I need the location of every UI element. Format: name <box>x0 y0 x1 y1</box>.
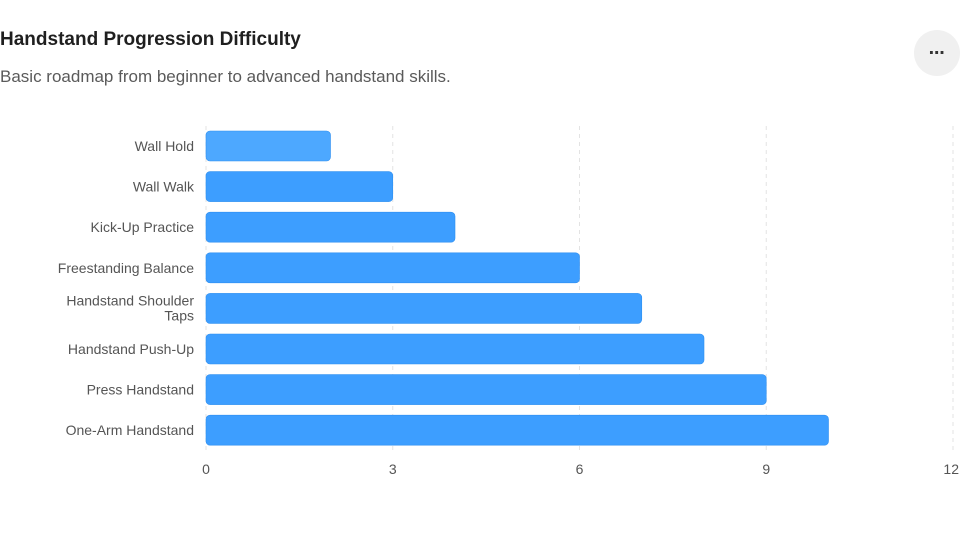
x-axis-ticks: 0 3 6 9 12 <box>202 461 959 477</box>
category-label: Press Handstand <box>87 382 194 398</box>
category-label: Handstand Shoulder Taps <box>66 292 194 323</box>
chart-title: Handstand Progression Difficulty <box>0 29 301 50</box>
category-label: Handstand Push-Up <box>68 341 194 357</box>
x-tick-label: 6 <box>576 461 584 477</box>
x-tick-label: 9 <box>762 461 770 477</box>
bar[interactable] <box>205 374 767 405</box>
bar[interactable] <box>205 211 456 243</box>
bar[interactable] <box>205 252 580 284</box>
category-label: Freestanding Balance <box>58 260 194 276</box>
bar[interactable] <box>205 414 829 446</box>
bars <box>205 130 829 446</box>
more-horizontal-icon: ⋯ <box>928 45 946 62</box>
category-label: Wall Hold <box>135 138 194 154</box>
category-label: Wall Walk <box>133 179 195 195</box>
x-tick-label: 12 <box>943 461 959 477</box>
bar[interactable] <box>205 130 331 162</box>
bar[interactable] <box>205 171 394 202</box>
more-options-button[interactable]: ⋯ <box>914 30 960 76</box>
category-labels: Wall Hold Wall Walk Kick-Up Practice Freest… <box>58 138 195 438</box>
bar[interactable] <box>205 333 705 365</box>
category-label: Kick-Up Practice <box>91 219 195 235</box>
bar[interactable] <box>205 293 643 324</box>
grid-lines <box>205 126 954 452</box>
chart-subtitle: Basic roadmap from beginner to advanced … <box>0 67 451 86</box>
x-tick-label: 0 <box>202 461 210 477</box>
x-tick-label: 3 <box>389 461 397 477</box>
category-label: One-Arm Handstand <box>66 422 194 438</box>
